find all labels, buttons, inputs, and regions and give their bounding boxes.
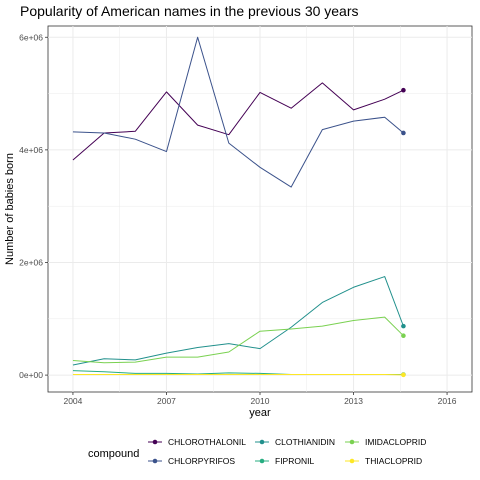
- x-axis: 2004 2007 2010 2013 2016: [63, 392, 457, 406]
- series-line-clothianidin: [72, 276, 404, 366]
- series-layer: [72, 36, 406, 378]
- legend-item-chlorothalonil: CHLOROTHALONIL: [148, 437, 246, 447]
- series-line-imidacloprid: [72, 316, 404, 364]
- legend-key-point: [152, 439, 158, 445]
- series-line-chlorpyrifos: [72, 36, 404, 188]
- series-end-point-thiacloprid: [401, 372, 406, 378]
- series-end-point-chlorpyrifos: [401, 130, 406, 136]
- legend-label: THIACLOPRID: [365, 456, 422, 466]
- legend-item-chlorpyrifos: CHLORPYRIFOS: [148, 456, 235, 466]
- y-tick-label: 6e+06: [19, 32, 43, 42]
- x-tick-label: 2007: [157, 396, 176, 406]
- x-tick-label: 2016: [438, 396, 457, 406]
- x-tick-label: 2013: [344, 396, 363, 406]
- y-tick-label: 0e+00: [19, 370, 43, 380]
- legend-label: FIPRONIL: [275, 456, 314, 466]
- legend-item-thiacloprid: THIACLOPRID: [345, 456, 422, 466]
- y-axis: 0e+00 2e+06 4e+06 6e+06: [19, 32, 48, 380]
- legend-label: IMIDACLOPRID: [365, 437, 426, 447]
- legend-key-point: [349, 439, 355, 445]
- legend-item-fipronil: FIPRONIL: [255, 456, 314, 466]
- chart-title: Popularity of American names in the prev…: [20, 3, 359, 19]
- series-line-chlorothalonil: [72, 82, 404, 161]
- x-tick-label: 2010: [251, 396, 270, 406]
- legend-key-point: [349, 458, 355, 464]
- legend: compound CHLOROTHALONIL CHLORPYRIFOS CLOTH…: [88, 437, 426, 466]
- x-tick-label: 2004: [63, 396, 82, 406]
- legend-item-clothianidin: CLOTHIANIDIN: [255, 437, 335, 447]
- major-gridlines: [48, 26, 472, 392]
- series-end-point-imidacloprid: [401, 333, 406, 338]
- y-axis-title: Number of babies born: [4, 153, 16, 265]
- y-tick-label: 2e+06: [19, 257, 43, 267]
- y-tick-label: 4e+06: [19, 145, 43, 155]
- legend-label: CLOTHIANIDIN: [275, 437, 335, 447]
- legend-label: CHLOROTHALONIL: [168, 437, 246, 447]
- x-axis-title: year: [249, 407, 271, 419]
- legend-key-point: [259, 458, 265, 464]
- legend-label: CHLORPYRIFOS: [168, 456, 235, 466]
- series-end-point-chlorothalonil: [401, 87, 406, 93]
- series-end-point-clothianidin: [401, 323, 406, 329]
- legend-key-point: [259, 439, 265, 445]
- legend-item-imidacloprid: IMIDACLOPRID: [345, 437, 426, 447]
- legend-title: compound: [88, 448, 139, 460]
- legend-key-point: [152, 458, 158, 464]
